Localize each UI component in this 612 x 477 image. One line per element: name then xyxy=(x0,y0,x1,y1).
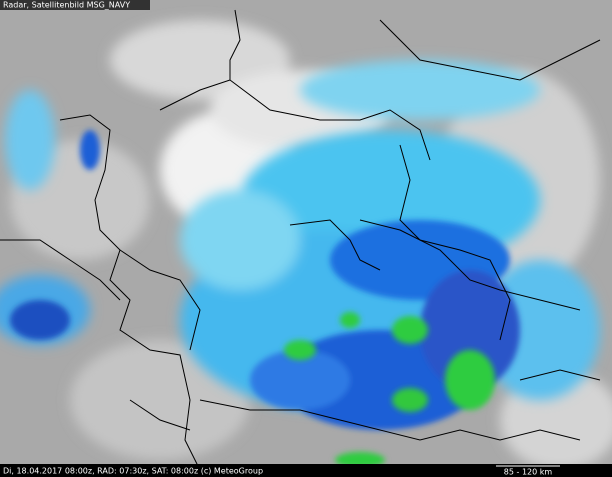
scale-label: 85 - 120 km xyxy=(504,468,553,477)
map-title: Radar, Satellitenbild MSG_NAVY xyxy=(3,1,130,10)
country-borders xyxy=(0,9,601,471)
header-strip xyxy=(0,0,150,10)
footer-strip xyxy=(0,464,612,477)
precipitation-moderate xyxy=(10,130,520,430)
footer-caption: Di, 18.04.2017 08:00z, RAD: 07:30z, SAT:… xyxy=(3,467,263,476)
